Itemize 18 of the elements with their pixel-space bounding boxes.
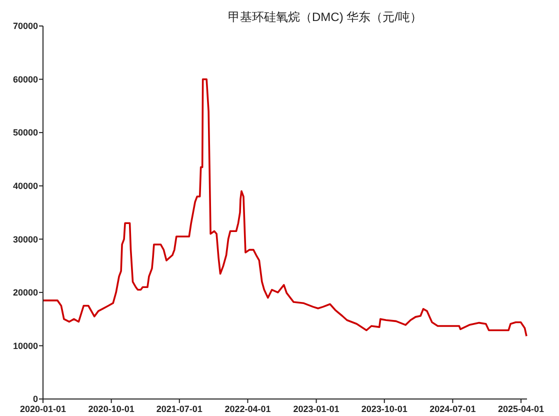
x-tick-label: 2025-04-01: [498, 404, 544, 414]
y-tick-label: 40000: [12, 181, 38, 192]
chart-title: 甲基环硅氧烷（DMC) 华东（元/吨）: [228, 10, 422, 24]
x-tick-label: 2020-10-01: [88, 404, 134, 414]
line-series: [42, 78, 528, 338]
y-tick-label: 10000: [12, 340, 38, 351]
x-tick-label: 2023-01-01: [293, 404, 340, 414]
x-tick-label: 2020-01-01: [20, 404, 66, 414]
y-tick-label: 30000: [12, 234, 38, 244]
x-tick-label: 2021-07-01: [156, 404, 202, 414]
y-tick-label: 60000: [12, 74, 38, 84]
y-tick-label: 50000: [12, 128, 38, 138]
x-tick-label: 2024-07-01: [430, 404, 476, 414]
x-tick-label: 2023-10-01: [361, 404, 408, 414]
y-tick-label: 0: [32, 394, 38, 404]
x-tick-label: 2022-04-01: [224, 404, 271, 414]
y-tick-label: 70000: [12, 21, 38, 32]
y-tick-label: 20000: [12, 288, 38, 298]
